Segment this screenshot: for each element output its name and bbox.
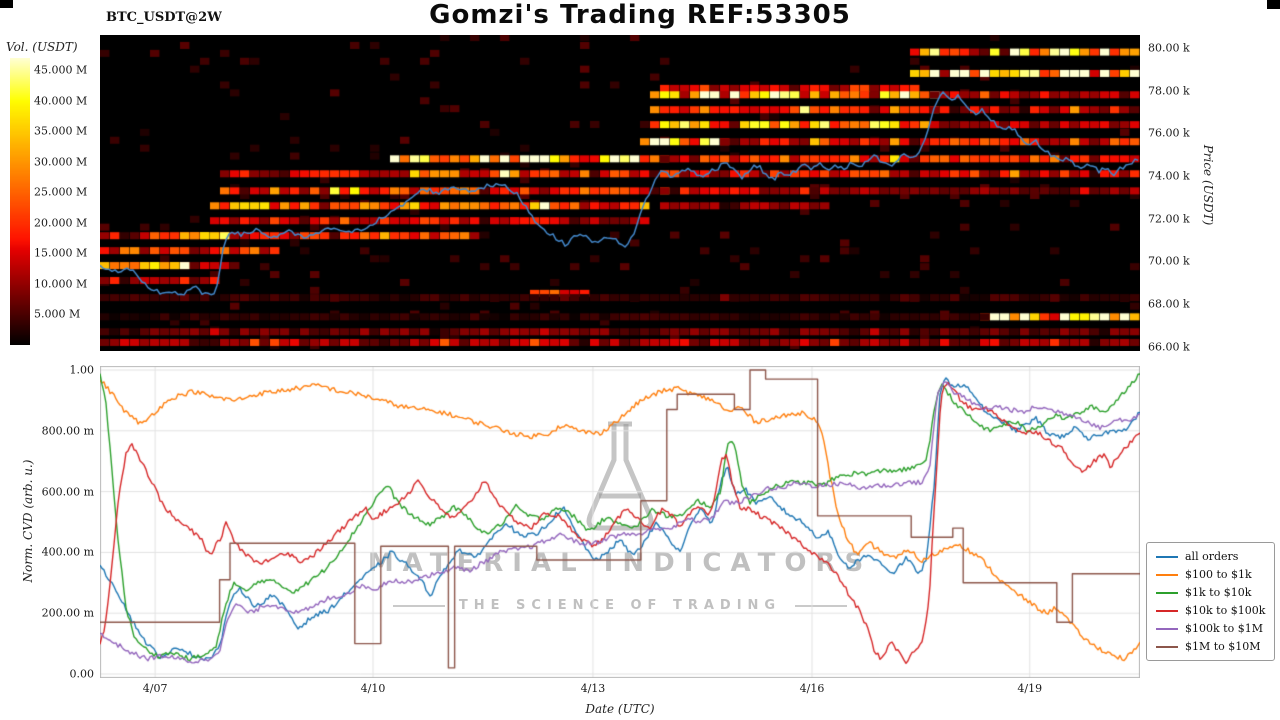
price-tick-label: 70.00 k bbox=[1148, 254, 1190, 268]
colorbar-tick-label: 45.000 M bbox=[34, 63, 88, 77]
price-tick-label: 78.00 k bbox=[1148, 84, 1190, 97]
cvd-x-tick-label: 4/07 bbox=[142, 682, 168, 695]
legend-label: all orders bbox=[1185, 550, 1239, 563]
colorbar-tick-label: 5.000 M bbox=[34, 307, 81, 321]
corner-artifact-right bbox=[1267, 0, 1280, 9]
legend-label: $10k to $100k bbox=[1185, 604, 1266, 617]
legend: all orders $100 to $1k $1k to $10k $10k to … bbox=[1146, 542, 1276, 661]
legend-label: $1M to $10M bbox=[1185, 640, 1261, 653]
legend-item-all-orders: all orders bbox=[1156, 550, 1265, 563]
volume-colorbar bbox=[10, 58, 30, 345]
colorbar-tick-label: 25.000 M bbox=[34, 185, 88, 199]
legend-label: $100 to $1k bbox=[1185, 568, 1252, 581]
colorbar-axis-label: Vol. (USDT) bbox=[6, 40, 78, 54]
legend-line-swatch bbox=[1156, 591, 1178, 594]
cvd-y-axis-label: Norm. CVD (arb. u.) bbox=[21, 459, 35, 583]
legend-label: $100k to $1M bbox=[1185, 622, 1263, 635]
price-tick-label: 66.00 k bbox=[1148, 340, 1190, 354]
colorbar-tick-label: 15.000 M bbox=[34, 246, 88, 260]
legend-item--100k-to-1m: $100k to $1M bbox=[1156, 622, 1265, 635]
price-tick-label: 68.00 k bbox=[1148, 297, 1190, 311]
cvd-y-tick-label: 200.00 m bbox=[41, 606, 94, 620]
colorbar-tick-label: 35.000 M bbox=[34, 124, 88, 138]
colorbar-tick-label: 20.000 M bbox=[34, 216, 88, 230]
colorbar-tick-label: 30.000 M bbox=[34, 155, 88, 169]
cvd-x-tick-label: 4/19 bbox=[1017, 682, 1043, 695]
legend-line-swatch bbox=[1156, 645, 1178, 648]
price-tick-label: 80.00 k bbox=[1148, 41, 1190, 55]
cvd-y-tick-label: 400.00 m bbox=[41, 545, 94, 559]
cvd-y-tick-label: 600.00 m bbox=[41, 485, 94, 499]
cvd-x-tick-label: 4/16 bbox=[799, 682, 825, 695]
price-tick-label: 74.00 k bbox=[1148, 169, 1190, 183]
volume-heatmap-canvas bbox=[100, 35, 1140, 351]
legend-line-swatch bbox=[1156, 573, 1178, 576]
chart-title: Gomzi's Trading REF:53305 bbox=[429, 0, 851, 30]
cvd-x-tick-label: 4/13 bbox=[580, 682, 606, 695]
cvd-y-tick-label: 1.00 bbox=[69, 363, 95, 377]
symbol-label: BTC_USDT@2W bbox=[106, 10, 222, 25]
colorbar-tick-label: 10.000 M bbox=[34, 277, 88, 291]
cvd-y-tick-label: 0.00 bbox=[69, 667, 95, 681]
colorbar-tick-label: 40.000 M bbox=[34, 94, 88, 108]
legend-label: $1k to $10k bbox=[1185, 586, 1252, 599]
legend-line-swatch bbox=[1156, 609, 1178, 612]
price-tick-label: 72.00 k bbox=[1148, 212, 1190, 226]
legend-item--100-to-1k: $100 to $1k bbox=[1156, 568, 1265, 581]
legend-item--1k-to-10k: $1k to $10k bbox=[1156, 586, 1265, 599]
price-axis-label: Price (USDT) bbox=[1201, 144, 1215, 226]
x-axis-label: Date (UTC) bbox=[585, 702, 655, 716]
corner-artifact-left bbox=[0, 0, 13, 8]
price-tick-label: 76.00 k bbox=[1148, 126, 1190, 140]
legend-line-swatch bbox=[1156, 555, 1178, 558]
cvd-line-chart-canvas bbox=[100, 366, 1140, 678]
legend-line-swatch bbox=[1156, 627, 1178, 630]
legend-item--1m-to-10m: $1M to $10M bbox=[1156, 640, 1265, 653]
legend-item--10k-to-100k: $10k to $100k bbox=[1156, 604, 1265, 617]
cvd-y-tick-label: 800.00 m bbox=[41, 424, 94, 438]
cvd-x-tick-label: 4/10 bbox=[360, 682, 386, 695]
